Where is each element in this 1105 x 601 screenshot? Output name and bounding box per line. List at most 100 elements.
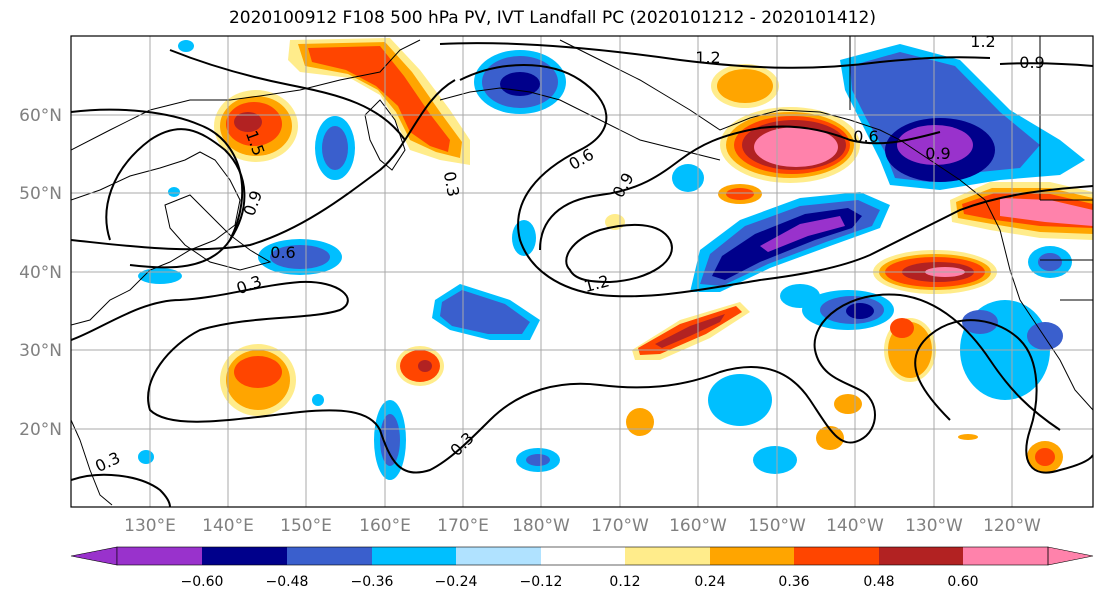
- lon-tick-label: 140°E: [202, 516, 254, 536]
- pv-blob: [846, 303, 874, 319]
- colorbar-tick-label: 0.60: [947, 574, 978, 590]
- lon-tick-label: 160°E: [359, 516, 411, 536]
- pv-blob: [890, 318, 914, 338]
- contour-label: 1.2: [970, 32, 995, 51]
- pv-blob: [958, 434, 978, 440]
- contour-line: [71, 79, 456, 251]
- pv-blob: [760, 216, 845, 252]
- coastline-north-america: [559, 39, 1093, 411]
- colorbar-cell: [963, 547, 1048, 565]
- contour-label: 0.9: [1019, 53, 1044, 72]
- colorbar-tick-label: −0.60: [181, 574, 224, 590]
- colorbar-tick-label: −0.24: [435, 574, 478, 590]
- lat-tick-label: 20°N: [19, 420, 62, 440]
- pv-blob: [168, 187, 180, 197]
- coastline-japan: [164, 194, 272, 271]
- pv-blob: [1035, 448, 1055, 466]
- contour-line: [71, 280, 1061, 474]
- colorbar-cell: [625, 547, 710, 565]
- colorbar-cell: [372, 547, 456, 565]
- lon-tick-label: 120°W: [983, 516, 1041, 536]
- lon-tick-label: 130°W: [905, 516, 963, 536]
- lat-tick-label: 50°N: [19, 184, 62, 204]
- pv-blob: [178, 40, 194, 52]
- pv-blob: [962, 310, 998, 334]
- colorbar-tick-label: −0.36: [351, 574, 394, 590]
- pv-blob: [234, 112, 262, 132]
- pv-blob: [708, 374, 772, 426]
- lon-tick-label: 170°E: [437, 516, 489, 536]
- colorbar-cell: [117, 547, 202, 565]
- map-frame: [70, 35, 1094, 508]
- aleutian-chain: [439, 87, 721, 161]
- contour-label: 0.3: [440, 170, 463, 198]
- colorbar-tick-label: 0.12: [609, 574, 640, 590]
- colorbar-frame: [116, 546, 1049, 566]
- pv-blob: [816, 426, 844, 450]
- contour-line: [105, 128, 246, 241]
- lon-tick-label: 130°E: [124, 516, 176, 536]
- coastlines: [71, 36, 1093, 506]
- pv-blob: [1000, 198, 1093, 226]
- contour-label: 0.9: [925, 144, 950, 163]
- contour-line: [71, 473, 171, 507]
- lon-tick-label: 170°W: [591, 516, 649, 536]
- map-title: 2020100912 F108 500 hPa PV, IVT Landfall…: [228, 8, 876, 28]
- pv-blob: [312, 394, 324, 406]
- contour-label: 0.6: [270, 243, 295, 262]
- map-area: 1.2 1.2 0.9 1.5 0.9 0.6 0.3 0.3 0.6 0.9 …: [19, 32, 1094, 536]
- colorbar-cell: [541, 547, 625, 565]
- colorbar: −0.60 −0.48 −0.36 −0.24 −0.12 0.12 0.24 …: [70, 546, 1094, 590]
- contour-line: [169, 49, 406, 141]
- colorbar-max-arrow: [1047, 546, 1094, 566]
- colorbar-tick-label: −0.48: [266, 574, 309, 590]
- pv-blob: [626, 408, 654, 436]
- colorbar-cell: [456, 547, 541, 565]
- lon-tick-label: 180°W: [512, 516, 570, 536]
- colorbar-cell: [710, 547, 794, 565]
- pv-blob: [753, 446, 797, 474]
- lon-tick-label: 150°W: [748, 516, 806, 536]
- pv-blob: [754, 127, 838, 167]
- colorbar-cell: [879, 547, 963, 565]
- contour-line: [459, 64, 1093, 298]
- colorbar-tick-label: −0.12: [520, 574, 563, 590]
- pv-blob: [655, 314, 725, 348]
- coastline-asia: [71, 39, 421, 151]
- political-borders: [849, 36, 1093, 301]
- pv-blob: [897, 125, 973, 165]
- pv-blob: [270, 245, 330, 269]
- pv-blob: [672, 164, 704, 192]
- contour-label: 0.6: [853, 127, 878, 146]
- colorbar-cell: [287, 547, 372, 565]
- lat-tick-label: 40°N: [19, 263, 62, 283]
- pv-blob: [138, 450, 154, 464]
- coastline-philippines: [71, 419, 113, 506]
- pv-blob: [322, 126, 348, 170]
- contour-line: [539, 125, 941, 251]
- lat-tick-label: 60°N: [19, 106, 62, 126]
- colorbar-tick-label: 0.48: [863, 574, 894, 590]
- pv-blob: [418, 360, 432, 372]
- pv-blob: [234, 356, 282, 388]
- lat-axis: 60°N 50°N 40°N 30°N 20°N: [19, 106, 62, 440]
- colorbar-tick-label: 0.36: [778, 574, 809, 590]
- colorbar-cell: [794, 547, 879, 565]
- coastline-japan-korea: [71, 151, 241, 326]
- contour-line: [914, 319, 1093, 474]
- lon-tick-label: 150°E: [280, 516, 332, 536]
- contour-line: [999, 62, 1093, 67]
- pv-blob: [500, 72, 540, 96]
- lon-tick-label: 160°W: [669, 516, 727, 536]
- pv-blob: [834, 394, 862, 414]
- pv-blob: [780, 284, 820, 308]
- lon-axis: 130°E 140°E 150°E 160°E 170°E 180°W 170°…: [124, 516, 1041, 536]
- colorbar-cell: [202, 547, 287, 565]
- pv-blob: [1027, 322, 1063, 350]
- colorbar-tick-label: 0.24: [694, 574, 725, 590]
- pv-blob: [717, 69, 773, 103]
- contour-label: 1.2: [695, 48, 720, 67]
- contour-line: [71, 108, 244, 269]
- pv-blob: [1038, 253, 1062, 271]
